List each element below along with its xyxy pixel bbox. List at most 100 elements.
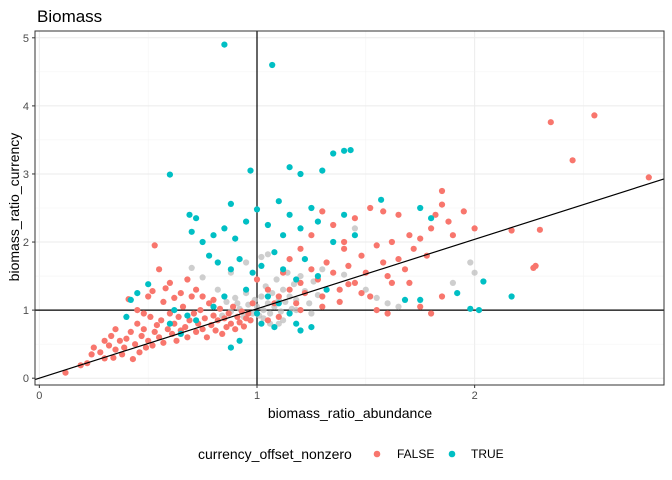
fit-line-group: [34, 178, 665, 381]
point-false: [373, 242, 380, 249]
point-false: [88, 351, 95, 358]
point-true: [417, 296, 424, 303]
point-false: [460, 208, 467, 215]
point-true: [319, 167, 326, 174]
point-false: [275, 293, 282, 300]
point-false: [645, 174, 652, 181]
point-false: [138, 332, 145, 340]
legend-key-true: [448, 450, 456, 458]
point-false: [264, 286, 271, 293]
point-false: [323, 259, 330, 266]
point-false: [297, 307, 304, 314]
point-true: [301, 256, 308, 263]
point-grey: [384, 300, 391, 307]
point-false: [388, 238, 395, 246]
point-grey: [243, 259, 250, 266]
point-false: [432, 211, 439, 218]
point-true: [127, 296, 134, 303]
point-grey: [362, 286, 369, 293]
point-grey: [341, 271, 348, 278]
point-true: [232, 235, 239, 242]
point-false: [112, 346, 119, 353]
grid-lines: [35, 31, 664, 385]
point-true: [293, 276, 300, 283]
point-false: [247, 317, 254, 324]
point-false: [253, 276, 261, 283]
point-false: [110, 354, 117, 361]
point-false: [345, 262, 352, 269]
y-axis-ticks: 0 1 2 3 4 5: [23, 33, 35, 385]
point-true: [227, 200, 234, 207]
point-false: [336, 286, 343, 293]
point-false: [297, 279, 304, 286]
point-false: [536, 226, 544, 233]
point-true: [249, 269, 256, 276]
y-tick-label: 3: [23, 169, 29, 181]
point-false: [160, 298, 167, 305]
point-false: [182, 324, 189, 331]
point-false: [162, 285, 169, 292]
point-grey: [284, 269, 291, 276]
point-true: [253, 310, 261, 317]
point-true: [221, 225, 228, 232]
point-false: [417, 303, 424, 310]
point-false: [132, 341, 139, 348]
point-false: [308, 266, 315, 273]
point-true: [280, 232, 287, 239]
point-grey: [277, 308, 284, 315]
point-false: [341, 238, 348, 246]
point-false: [428, 225, 435, 232]
point-false: [112, 326, 119, 333]
point-true: [184, 312, 191, 319]
point-true: [271, 324, 278, 331]
point-true: [206, 252, 213, 259]
point-false: [417, 235, 424, 242]
point-false: [142, 344, 150, 351]
y-tick-label: 5: [23, 33, 29, 45]
point-false: [471, 225, 478, 232]
plot-panel: [34, 30, 665, 386]
point-grey: [449, 279, 456, 286]
point-false: [151, 242, 158, 249]
point-true: [210, 303, 217, 310]
chart-title: Biomass: [37, 7, 102, 26]
point-false: [230, 303, 237, 310]
point-true: [193, 215, 200, 222]
point-grey: [258, 253, 265, 261]
point-false: [97, 349, 104, 356]
point-false: [358, 252, 365, 259]
point-false: [351, 279, 358, 286]
point-false: [410, 245, 417, 252]
point-true: [341, 211, 348, 218]
point-true: [286, 310, 293, 317]
point-false: [175, 313, 182, 320]
point-false: [236, 319, 243, 326]
point-false: [225, 310, 232, 317]
point-true: [323, 286, 330, 293]
point-true: [186, 211, 193, 218]
point-false: [388, 279, 395, 286]
point-grey: [293, 307, 300, 314]
x-axis-ticks: 0 1 2: [36, 385, 478, 402]
x-axis-title: biomass_ratio_abundance: [268, 405, 432, 421]
point-false: [319, 293, 326, 300]
point-false: [249, 300, 256, 307]
point-false: [153, 322, 160, 329]
legend-key-false: [373, 450, 381, 458]
point-true: [428, 215, 435, 222]
point-false: [286, 256, 293, 263]
point-false: [367, 204, 374, 212]
y-tick-label: 2: [23, 237, 29, 249]
point-false: [134, 320, 141, 327]
point-false: [336, 298, 343, 305]
point-true: [417, 204, 424, 212]
point-false: [134, 307, 141, 314]
point-true: [210, 232, 217, 239]
point-false: [105, 342, 113, 349]
point-false: [199, 326, 206, 333]
point-false: [171, 294, 178, 301]
point-true: [193, 317, 200, 324]
x-tick-label: 2: [472, 390, 478, 402]
point-true: [199, 238, 206, 246]
